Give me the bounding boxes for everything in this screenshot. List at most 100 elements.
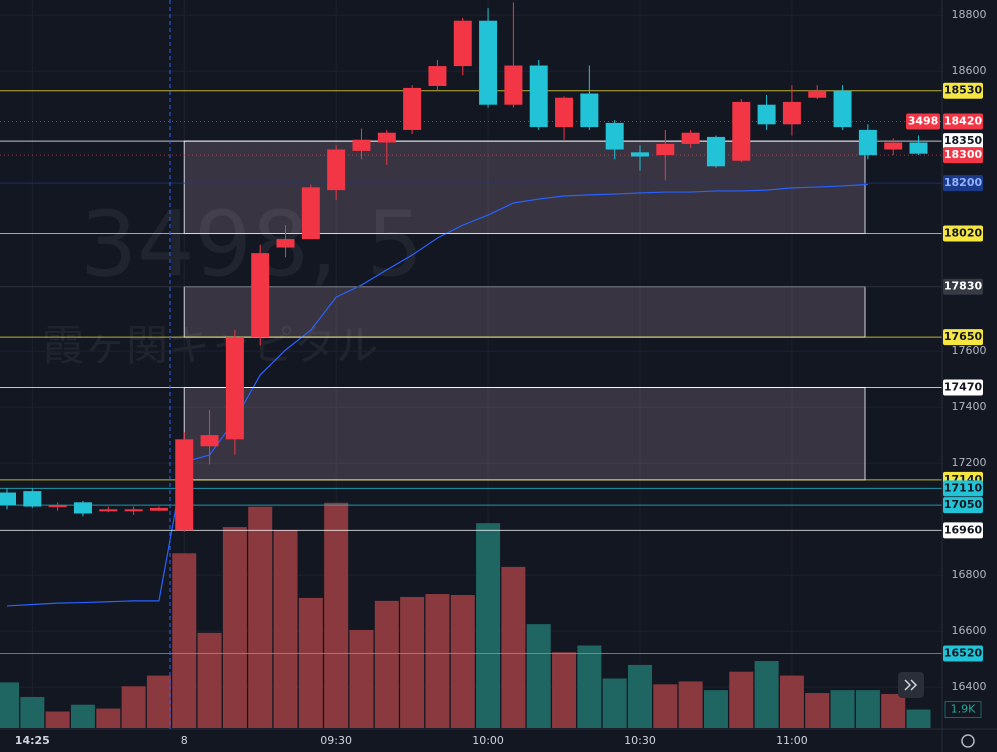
x-tick-label: 14:25: [15, 734, 50, 747]
candle-body: [757, 104, 776, 125]
volume-bar: [197, 632, 222, 728]
candle-body: [428, 66, 447, 86]
zone: [183, 286, 866, 338]
candle-body: [681, 132, 700, 144]
candle-body: [327, 149, 346, 191]
volume-bar: [222, 527, 247, 728]
candle-body: [225, 337, 244, 440]
level-label: 16520: [944, 647, 983, 660]
level-tag: [943, 133, 983, 150]
volume-bar: [602, 678, 627, 728]
volume-bar: [146, 675, 171, 728]
candle-body: [453, 20, 472, 67]
volume-bar: [552, 652, 577, 728]
candle-body: [555, 97, 574, 128]
volume-bar: [501, 566, 526, 728]
level-label: 18300: [944, 148, 983, 161]
y-tick-label: 16800: [952, 568, 987, 581]
candle-body: [403, 87, 422, 130]
x-tick-label: 11:00: [776, 734, 808, 747]
volume-bar: [628, 664, 652, 728]
y-tick-label: 18600: [952, 64, 987, 77]
candle-body: [605, 122, 624, 150]
volume-bar: [121, 686, 146, 728]
level-tag: [943, 480, 983, 497]
settings-button[interactable]: [961, 734, 975, 748]
candle-body: [833, 90, 852, 128]
volume-bar: [324, 502, 349, 728]
candle-body: [149, 507, 168, 511]
x-tick-label: 10:00: [472, 734, 504, 747]
level-tag: [943, 278, 983, 295]
candle-body: [858, 129, 877, 156]
candle-body: [884, 142, 903, 150]
y-tick-label: 16400: [952, 680, 987, 693]
candle-body: [251, 253, 270, 338]
volume-bar: [20, 696, 45, 728]
y-tick-label: 17600: [952, 344, 987, 357]
candle-body: [479, 20, 498, 105]
volume-bar: [779, 675, 804, 728]
volume-bar: [830, 690, 855, 728]
volume-bar: [855, 690, 880, 728]
candle-body: [175, 439, 194, 531]
candle-body: [909, 142, 928, 154]
volume-bar: [526, 624, 551, 728]
volume-bar: [450, 595, 475, 728]
y-tick-label: 18800: [952, 8, 987, 21]
level-label: 17470: [944, 381, 983, 394]
volume-bar: [729, 671, 754, 728]
x-tick-label: 09:30: [320, 734, 352, 747]
candle-body: [580, 93, 599, 128]
volume-bar: [45, 711, 70, 728]
candle-body: [529, 65, 548, 128]
volume-bar: [374, 600, 399, 728]
volume-bar: [0, 682, 19, 728]
level-label: 17110: [944, 481, 983, 494]
level-tag: [943, 225, 983, 242]
candle-body: [73, 502, 92, 514]
candle-body: [99, 509, 118, 512]
level-label: 18420: [944, 115, 983, 128]
level-tag: [943, 82, 983, 99]
volume-bar: [476, 523, 501, 728]
level-tag: [943, 645, 983, 662]
level-tag: [943, 147, 983, 164]
volume-bar: [577, 645, 602, 728]
symbol-tag-box: [906, 113, 940, 130]
level-tag: [943, 497, 983, 514]
candle-body: [301, 187, 320, 240]
volume-bar: [703, 690, 728, 728]
level-label: 18530: [944, 84, 983, 97]
y-tick-label: 16600: [952, 624, 987, 637]
level-tag: [943, 522, 983, 539]
volume-bar: [805, 693, 830, 728]
candle-body: [0, 492, 16, 506]
x-tick-label: 10:30: [624, 734, 656, 747]
volume-bar: [653, 684, 678, 728]
volume-bar: [349, 629, 374, 728]
x-tick-label: 8: [181, 734, 188, 747]
volume-bar: [172, 553, 197, 728]
level-label: 16960: [944, 523, 983, 536]
volume-bar: [425, 594, 450, 728]
level-label: 17650: [944, 330, 983, 343]
volume-bar: [754, 661, 779, 728]
volume-tag: 1.9K: [951, 703, 976, 716]
candle-body: [377, 132, 396, 143]
volume-bar: [881, 694, 906, 728]
candle-body: [23, 491, 42, 507]
volume-tag-box: [944, 701, 982, 719]
candle-body: [706, 136, 725, 167]
candle-body: [732, 101, 751, 161]
volume-bar: [906, 709, 931, 728]
level-label: 18020: [944, 227, 983, 240]
level-tag: [943, 379, 983, 396]
candle-body: [276, 239, 295, 248]
vwap-line: [6, 183, 868, 607]
volume-bar: [273, 529, 298, 728]
candle-body: [782, 101, 801, 125]
volume-bar: [96, 708, 121, 728]
zone: [183, 387, 866, 481]
